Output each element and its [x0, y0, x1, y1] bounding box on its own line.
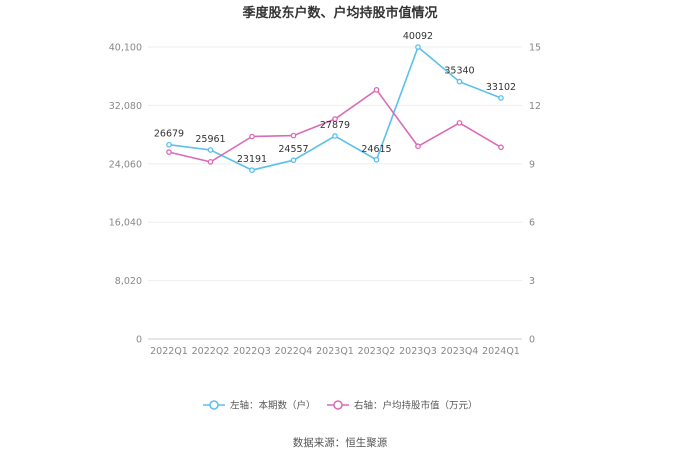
legend-item[interactable]: 左轴：本期数（户） [203, 400, 316, 412]
x-tick-label: 2022Q1 [150, 346, 188, 357]
right-tick-label: 12 [529, 101, 541, 112]
right-tick-label: 9 [529, 159, 535, 170]
data-point [415, 44, 421, 50]
left-tick-label: 8,020 [115, 276, 142, 287]
gridlines [148, 46, 522, 340]
data-point [498, 144, 504, 151]
left-tick-label: 24,060 [109, 159, 142, 170]
legend-marker [209, 400, 219, 410]
series-lines [166, 44, 504, 173]
x-tick-label: 2023Q2 [358, 346, 396, 357]
data-point [456, 120, 463, 126]
left-axis: 0 8,020 16,040 24,060 32,080 40,100 [109, 43, 142, 346]
data-point [249, 133, 255, 140]
data-point [290, 132, 297, 139]
legend[interactable]: 左轴：本期数（户） 右轴：户均持股市值（万元） [203, 400, 478, 412]
data-point [415, 143, 421, 150]
right-tick-label: 0 [529, 335, 535, 346]
right-tick-label: 6 [529, 218, 535, 229]
data-point [373, 86, 380, 93]
data-point [249, 167, 255, 173]
right-tick-label: 15 [529, 43, 541, 54]
x-tick-label: 2024Q1 [482, 346, 520, 357]
data-point [207, 159, 214, 165]
x-axis: 2022Q1 2022Q2 2022Q3 2022Q4 2023Q1 2023Q2 2023… [150, 346, 520, 357]
legend-label: 左轴：本期数（户） [230, 400, 316, 412]
left-tick-label: 40,100 [109, 43, 142, 54]
left-tick-label: 16,040 [109, 218, 142, 229]
left-tick-label: 0 [136, 335, 142, 346]
right-axis: 0 3 6 9 12 15 [529, 43, 541, 346]
chart-title: 季度股东户数、户均持股市值情况 [241, 5, 437, 21]
x-tick-label: 2023Q1 [316, 346, 354, 357]
x-tick-label: 2023Q4 [441, 346, 479, 357]
legend-label: 右轴：户均持股市值（万元） [354, 400, 478, 412]
x-tick-label: 2022Q3 [233, 346, 271, 357]
x-tick-label: 2023Q3 [399, 346, 437, 357]
data-point [207, 147, 214, 153]
legend-marker [333, 400, 343, 410]
data-point [290, 157, 297, 164]
data-label: 25961 [195, 134, 225, 145]
source-text: 数据来源：恒生聚源 [293, 436, 388, 449]
data-label: 23191 [237, 154, 267, 165]
data-label: 27879 [320, 120, 350, 131]
data-point [332, 116, 338, 122]
data-label: 35340 [444, 66, 474, 77]
data-point [166, 149, 172, 155]
data-label: 24615 [361, 144, 391, 155]
data-point [166, 141, 172, 148]
data-point [332, 133, 338, 139]
left-tick-label: 32,080 [109, 101, 142, 112]
data-labels: 26679 25961 23191 24557 27879 24615 40092 35340… [154, 31, 516, 165]
data-label: 40092 [403, 31, 433, 42]
data-point [498, 95, 504, 101]
data-label: 33102 [486, 82, 516, 93]
data-point [373, 156, 380, 163]
legend-item[interactable]: 右轴：户均持股市值（万元） [327, 400, 478, 412]
x-tick-label: 2022Q4 [275, 346, 313, 357]
x-tick-label: 2022Q2 [192, 346, 230, 357]
data-label: 24557 [278, 144, 308, 155]
data-point [456, 78, 463, 85]
data-label: 26679 [154, 129, 184, 140]
right-tick-label: 3 [529, 276, 535, 287]
